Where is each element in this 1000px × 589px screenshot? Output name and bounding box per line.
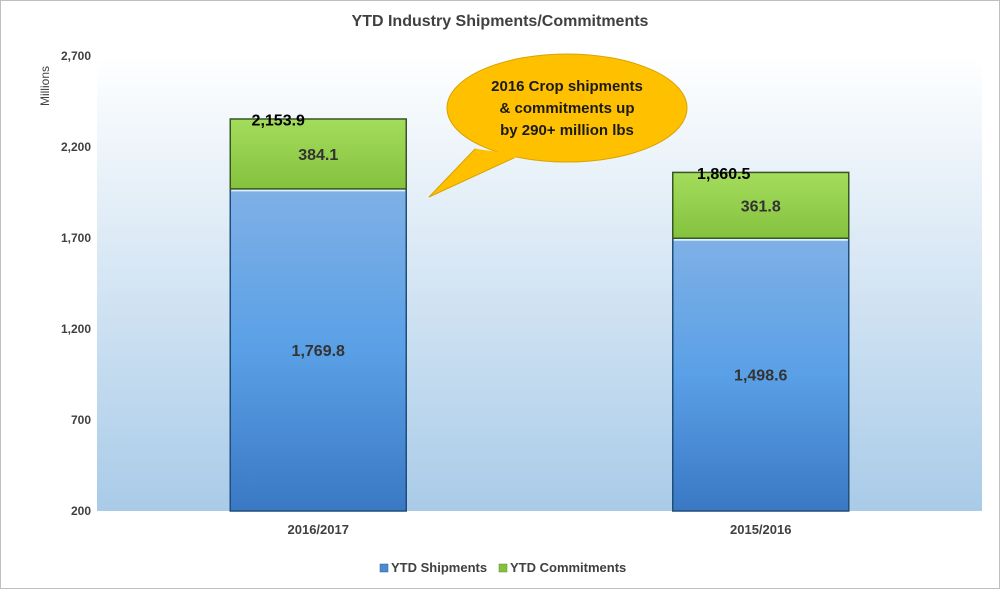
y-tick-label: 2,700 xyxy=(61,49,91,63)
bar-shipments-2 xyxy=(672,237,850,512)
legend-label-commitments: YTD Commitments xyxy=(510,560,626,575)
total-label-2: 1,860.5 xyxy=(697,166,750,183)
callout-annotation: 2016 Crop shipments & commitments up by … xyxy=(428,53,688,198)
bar-commitments-1 xyxy=(229,118,407,190)
y-tick-label: 1,700 xyxy=(61,231,91,245)
bar-commitments-2 xyxy=(672,171,850,240)
data-label-commitments-2: 361.8 xyxy=(741,198,781,215)
x-tick-label: 2016/2017 xyxy=(288,522,349,537)
data-label-shipments-1: 1,769.8 xyxy=(292,343,345,360)
callout-line-2: & commitments up xyxy=(499,100,634,117)
legend-swatch-shipments xyxy=(379,563,389,573)
bar-shipments-1 xyxy=(229,188,407,512)
legend: YTD Shipments YTD Commitments xyxy=(379,560,626,575)
y-axis: 200 700 1,200 1,700 2,200 2,700 xyxy=(61,49,91,518)
y-tick-label: 700 xyxy=(71,413,91,427)
legend-swatch-commitments xyxy=(498,563,508,573)
callout-line-1: 2016 Crop shipments xyxy=(491,78,643,95)
data-label-shipments-2: 1,498.6 xyxy=(734,368,787,385)
chart-title: YTD Industry Shipments/Commitments xyxy=(352,13,649,30)
x-axis: 2016/2017 2015/2016 xyxy=(288,522,792,537)
y-tick-label: 200 xyxy=(71,504,91,518)
y-axis-label: Millions xyxy=(38,66,52,106)
data-label-commitments-1: 384.1 xyxy=(298,147,338,164)
x-tick-label: 2015/2016 xyxy=(730,522,791,537)
total-label-1: 2,153.9 xyxy=(252,112,305,129)
y-tick-label: 1,200 xyxy=(61,322,91,336)
y-tick-label: 2,200 xyxy=(61,140,91,154)
callout-bubble-body xyxy=(446,53,688,163)
bar-series: 1,769.8 384.1 2,153.9 1,498.6 361.8 1,860.5 xyxy=(229,112,850,512)
legend-label-shipments: YTD Shipments xyxy=(391,560,487,575)
callout-line-3: by 290+ million lbs xyxy=(500,122,634,139)
